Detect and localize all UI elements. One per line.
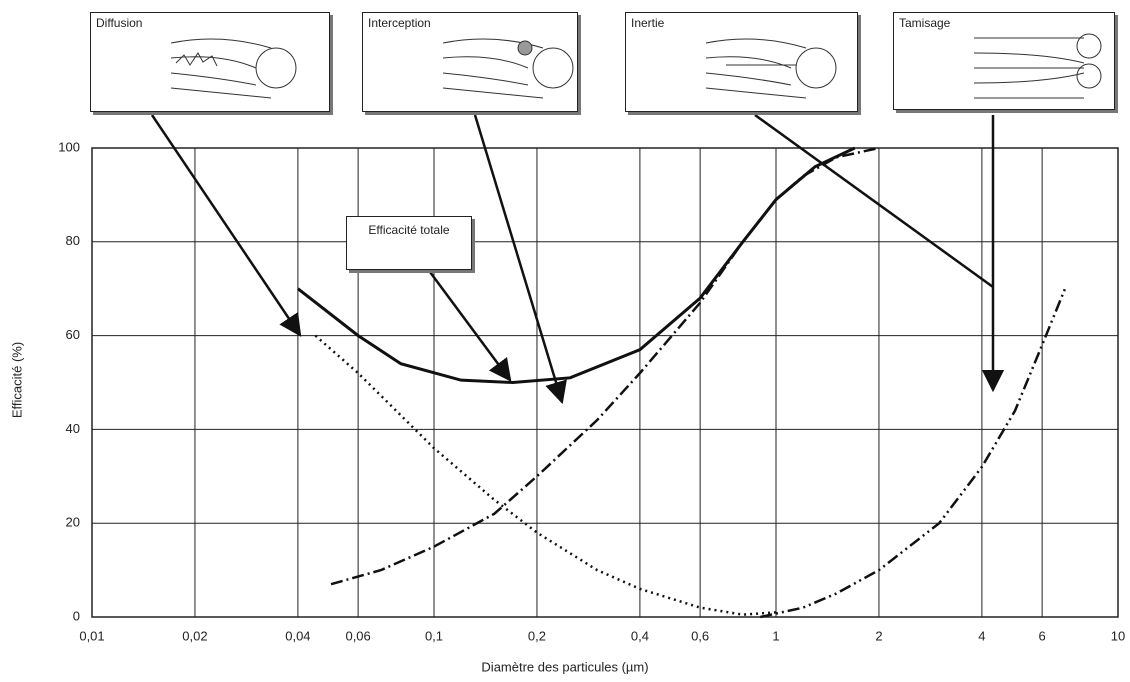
x-tick-label: 0,06 [345,628,370,643]
x-tick-label: 0,4 [631,628,649,643]
icon [363,13,579,113]
series-line [760,289,1065,617]
y-tick-label: 60 [66,327,80,342]
y-tick-label: 0 [73,608,80,623]
y-axis-title: Efficacité (%) [9,342,24,418]
x-tick-label: 0,1 [425,628,443,643]
tamisage-box: Tamisage [893,12,1115,110]
total-box: Efficacité totale [346,216,472,270]
diffusion-box: Diffusion [90,12,330,112]
arrows [152,115,993,402]
y-tick-label: 40 [66,421,80,436]
x-tick-label: 2 [875,628,882,643]
x-tick-label: 0,04 [285,628,310,643]
box-label: Efficacité totale [368,223,449,237]
inertie-box: Inertie [625,12,858,112]
x-tick-label: 0,6 [691,628,709,643]
x-tick-label: 0,01 [79,628,104,643]
interception-box: Interception [362,12,578,112]
y-tick-label: 80 [66,233,80,248]
x-tick-label: 0,2 [528,628,546,643]
x-tick-label: 1 [772,628,779,643]
x-tick-label: 6 [1039,628,1046,643]
icon [894,13,1116,111]
series-line [315,336,776,615]
x-tick-label: 4 [978,628,985,643]
y-tick-label: 100 [58,139,80,154]
page: 0,010,020,040,060,10,20,40,6124610020406… [0,0,1130,682]
x-axis-title: Diamètre des particules (µm) [481,659,648,674]
plot-area [92,148,1118,617]
icon [626,13,859,113]
x-tick-label: 10 [1111,628,1125,643]
icon [91,13,331,113]
x-tick-label: 0,02 [182,628,207,643]
y-tick-label: 20 [66,515,80,530]
